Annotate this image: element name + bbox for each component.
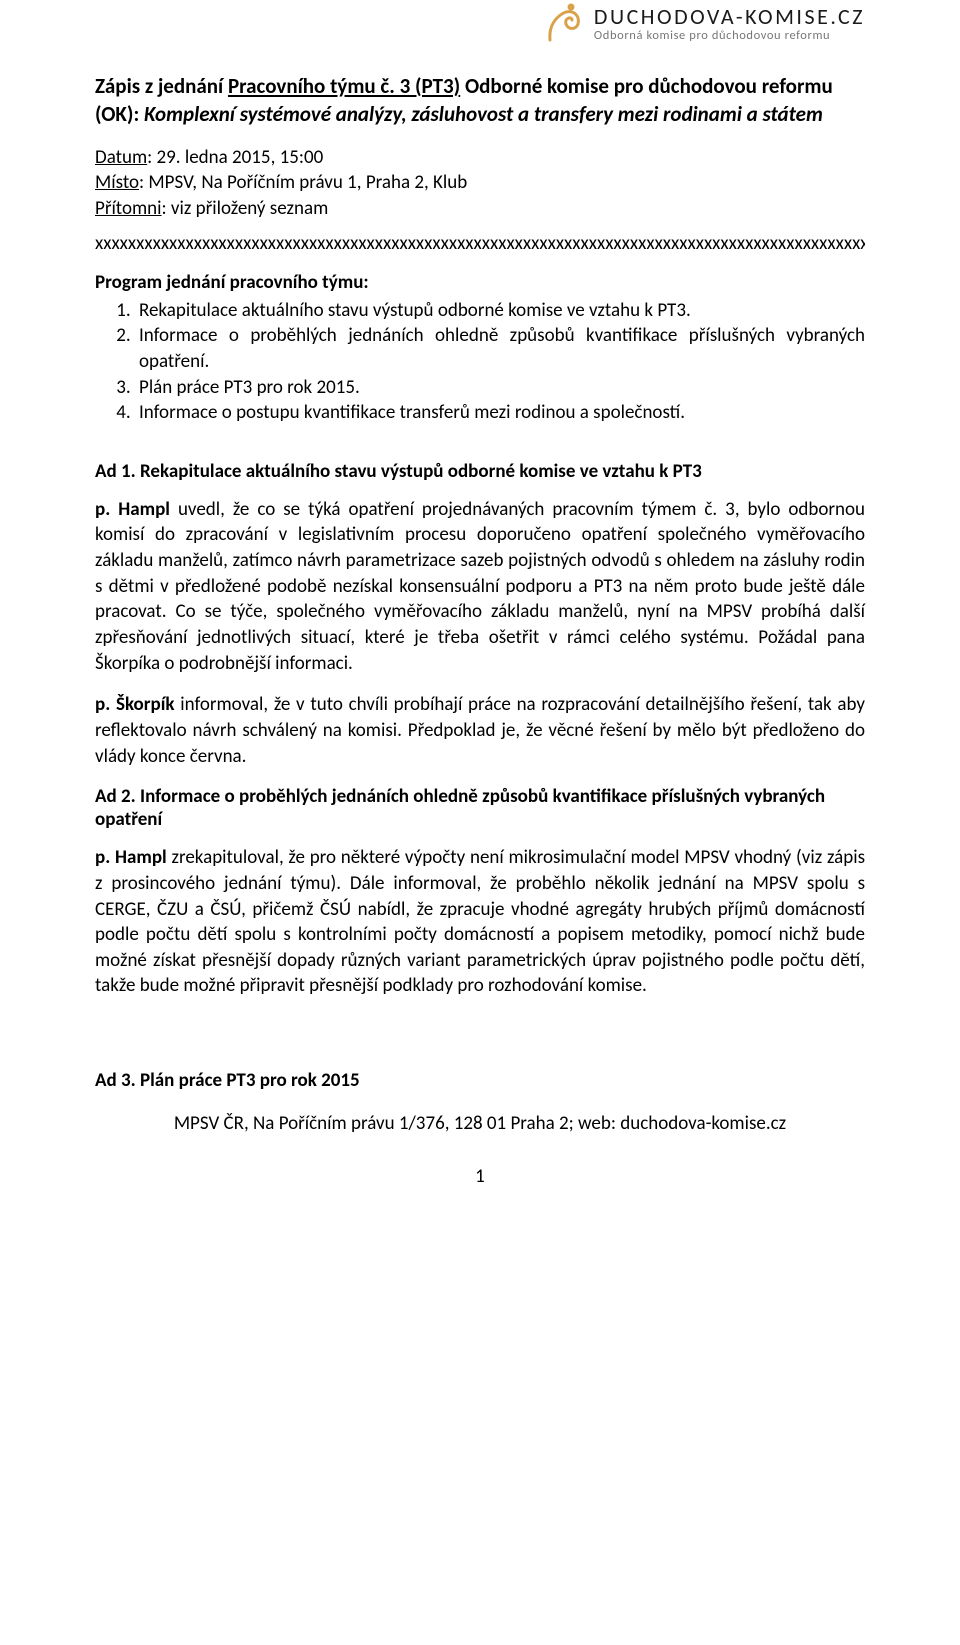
- document-page: DUCHODOVA-KOMISE.CZ Odborná komise pro d…: [0, 0, 960, 1228]
- meta-date-label: Datum: [95, 146, 147, 169]
- logo-title: DUCHODOVA-KOMISE.CZ: [594, 6, 865, 28]
- logo-subtitle: Odborná komise pro důchodovou reformu: [594, 30, 865, 43]
- meta-place-label: Místo: [95, 171, 139, 194]
- ad2-paragraph-1: p. Hampl zrekapituloval, že pro některé …: [95, 845, 865, 999]
- ad1-paragraph-1: p. Hampl uvedl, že co se týká opatření p…: [95, 497, 865, 676]
- meta-date-value: : 29. ledna 2015, 15:00: [147, 146, 323, 169]
- ad1-p2-body: informoval, že v tuto chvíli probíhají p…: [95, 693, 865, 767]
- title-underlined: Pracovního týmu č. 3 (PT3): [228, 73, 460, 99]
- page-number: 1: [95, 1165, 865, 1188]
- divider-line: xxxxxxxxxxxxxxxxxxxxxxxxxxxxxxxxxxxxxxxx…: [95, 232, 865, 255]
- document-content: Zápis z jednání Pracovního týmu č. 3 (PT…: [95, 0, 865, 1188]
- ad1-heading: Ad 1. Rekapitulace aktuálního stavu výst…: [95, 460, 865, 483]
- agenda-item: Rekapitulace aktuálního stavu výstupů od…: [135, 298, 865, 324]
- logo-text: DUCHODOVA-KOMISE.CZ Odborná komise pro d…: [594, 6, 865, 43]
- agenda-heading: Program jednání pracovního týmu:: [95, 271, 865, 294]
- meta-date: Datum: 29. ledna 2015, 15:00: [95, 145, 865, 171]
- logo-mark-icon: [538, 0, 586, 48]
- ad2-heading: Ad 2. Informace o proběhlých jednáních o…: [95, 785, 865, 831]
- ad1-p1-lead: p. Hampl: [95, 498, 170, 521]
- agenda-item: Plán práce PT3 pro rok 2015.: [135, 375, 865, 401]
- meta-block: Datum: 29. ledna 2015, 15:00 Místo: MPSV…: [95, 145, 865, 222]
- ad1-p2-lead: p. Škorpík: [95, 693, 175, 716]
- agenda-item: Informace o proběhlých jednáních ohledně…: [135, 323, 865, 374]
- meta-place-value: : MPSV, Na Poříčním právu 1, Praha 2, Kl…: [139, 171, 467, 194]
- spacer: [95, 1015, 865, 1069]
- ad3-heading: Ad 3. Plán práce PT3 pro rok 2015: [95, 1069, 865, 1092]
- ad1-paragraph-2: p. Škorpík informoval, že v tuto chvíli …: [95, 692, 865, 769]
- document-title: Zápis z jednání Pracovního týmu č. 3 (PT…: [95, 72, 865, 129]
- meta-present-value: : viz přiložený seznam: [162, 197, 329, 220]
- meta-present-label: Přítomni: [95, 197, 162, 220]
- agenda-item: Informace o postupu kvantifikace transfe…: [135, 400, 865, 426]
- title-prefix: Zápis z jednání: [95, 73, 228, 99]
- ad2-p1-lead: p. Hampl: [95, 846, 167, 869]
- ad2-p1-body: zrekapituloval, že pro některé výpočty n…: [95, 846, 865, 997]
- footer-text: MPSV ČR, Na Poříčním právu 1/376, 128 01…: [95, 1112, 865, 1135]
- site-logo: DUCHODOVA-KOMISE.CZ Odborná komise pro d…: [538, 0, 865, 48]
- title-italic: Komplexní systémové analýzy, zásluhovost…: [144, 101, 823, 127]
- ad1-p1-body: uvedl, že co se týká opatření projednáva…: [95, 498, 865, 675]
- meta-place: Místo: MPSV, Na Poříčním právu 1, Praha …: [95, 170, 865, 196]
- meta-present: Přítomni: viz přiložený seznam: [95, 196, 865, 222]
- agenda-list: Rekapitulace aktuálního stavu výstupů od…: [95, 298, 865, 426]
